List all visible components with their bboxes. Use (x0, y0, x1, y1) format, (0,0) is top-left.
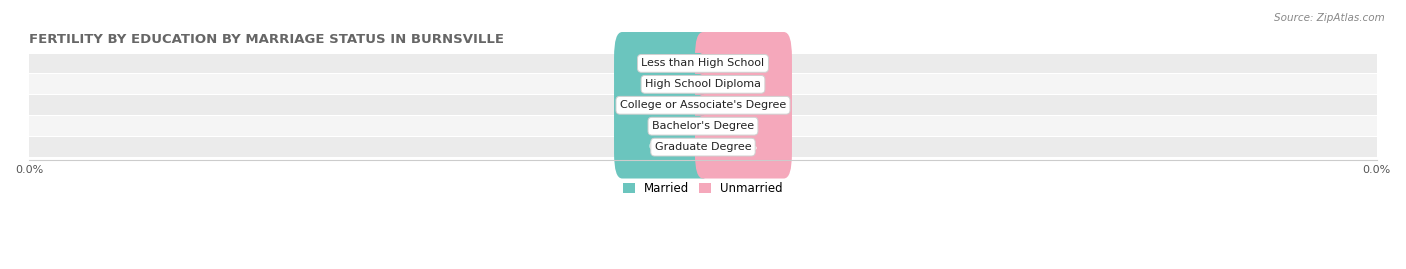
Text: 0.0%: 0.0% (728, 58, 758, 68)
Bar (30, 75, 1376, 94)
Text: 0.0%: 0.0% (648, 79, 678, 89)
Bar (30, 95, 1376, 115)
Text: 0.0%: 0.0% (728, 79, 758, 89)
Text: High School Diploma: High School Diploma (645, 79, 761, 89)
Legend: Married, Unmarried: Married, Unmarried (623, 182, 783, 195)
Bar (30, 137, 1376, 157)
FancyBboxPatch shape (695, 74, 792, 137)
FancyBboxPatch shape (614, 74, 711, 137)
Text: 0.0%: 0.0% (648, 100, 678, 110)
FancyBboxPatch shape (614, 53, 711, 116)
FancyBboxPatch shape (695, 116, 792, 179)
Text: 0.0%: 0.0% (728, 142, 758, 152)
Text: Less than High School: Less than High School (641, 58, 765, 68)
Text: Bachelor's Degree: Bachelor's Degree (652, 121, 754, 131)
FancyBboxPatch shape (614, 116, 711, 179)
Text: 0.0%: 0.0% (728, 100, 758, 110)
FancyBboxPatch shape (695, 53, 792, 116)
FancyBboxPatch shape (614, 95, 711, 158)
FancyBboxPatch shape (695, 32, 792, 95)
Bar (30, 54, 1376, 73)
Text: 0.0%: 0.0% (648, 142, 678, 152)
FancyBboxPatch shape (614, 32, 711, 95)
Bar (30, 116, 1376, 136)
Text: Source: ZipAtlas.com: Source: ZipAtlas.com (1274, 13, 1385, 23)
Text: Graduate Degree: Graduate Degree (655, 142, 751, 152)
Text: FERTILITY BY EDUCATION BY MARRIAGE STATUS IN BURNSVILLE: FERTILITY BY EDUCATION BY MARRIAGE STATU… (30, 33, 505, 45)
Text: 0.0%: 0.0% (648, 121, 678, 131)
FancyBboxPatch shape (695, 95, 792, 158)
Text: 0.0%: 0.0% (648, 58, 678, 68)
Text: 0.0%: 0.0% (728, 121, 758, 131)
Text: College or Associate's Degree: College or Associate's Degree (620, 100, 786, 110)
